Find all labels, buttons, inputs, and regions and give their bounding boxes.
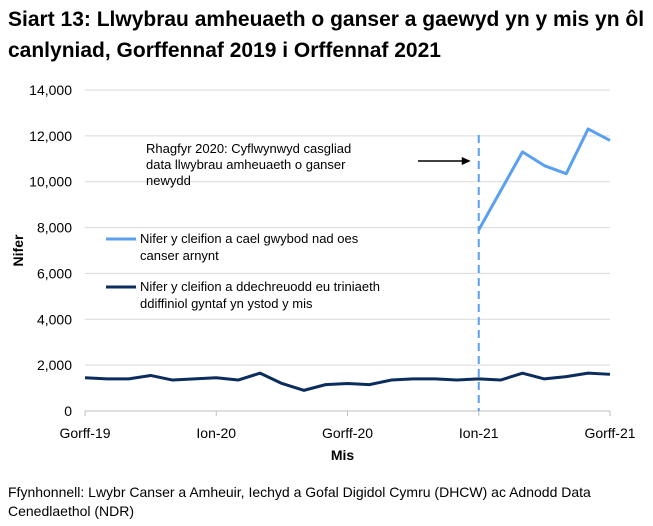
x-axis-label: Mis [331, 447, 355, 463]
line-chart: 02,0004,0006,0008,00010,00012,00014,000 … [10, 82, 636, 463]
y-tick-label: 2,000 [37, 357, 72, 373]
y-axis-label: Nifer [10, 234, 26, 266]
x-tick-label: Ion-20 [196, 425, 236, 441]
series-line-2 [84, 371, 611, 392]
series-line-1 [477, 127, 611, 231]
x-axis-ticks: Gorff-19 Ion-20 Gorff-20 Ion-21 Gorff-21 [59, 411, 636, 441]
annotation-arrowhead [461, 157, 471, 165]
y-tick-label: 14,000 [29, 82, 72, 98]
legend-label-2: Nifer y cleifion a ddechreuodd eu trinia… [140, 279, 380, 311]
gridlines [85, 89, 610, 366]
y-tick-label: 10,000 [29, 174, 72, 190]
annotation: Rhagfyr 2020: Cyflwynwyd casgliad data ll… [146, 141, 471, 188]
y-tick-label: 6,000 [37, 265, 72, 281]
y-tick-label: 8,000 [37, 220, 72, 236]
legend-label-1: Nifer y cleifion a cael gwybod nad oes ca… [140, 231, 359, 263]
chart-title: Siart 13: Llwybrau amheuaeth o ganser a … [8, 8, 645, 62]
y-axis-ticks: 0 2,000 4,000 6,000 8,000 10,000 12,000 14,000 [29, 82, 72, 419]
source-note: Ffynhonnell: Lwybr Canser a Amheuir, Iec… [8, 484, 591, 519]
y-tick-label: 4,000 [37, 311, 72, 327]
annotation-text: Rhagfyr 2020: Cyflwynwyd casgliad data ll… [146, 141, 351, 188]
legend: Nifer y cleifion a cael gwybod nad oes ca… [106, 231, 380, 311]
y-tick-label: 12,000 [29, 128, 72, 144]
y-tick-label: 0 [64, 403, 72, 419]
x-tick-label: Ion-21 [459, 425, 499, 441]
x-tick-label: Gorff-20 [322, 425, 373, 441]
x-tick-label: Gorff-19 [59, 425, 110, 441]
series-lines [84, 127, 611, 392]
x-tick-label: Gorff-21 [584, 425, 635, 441]
